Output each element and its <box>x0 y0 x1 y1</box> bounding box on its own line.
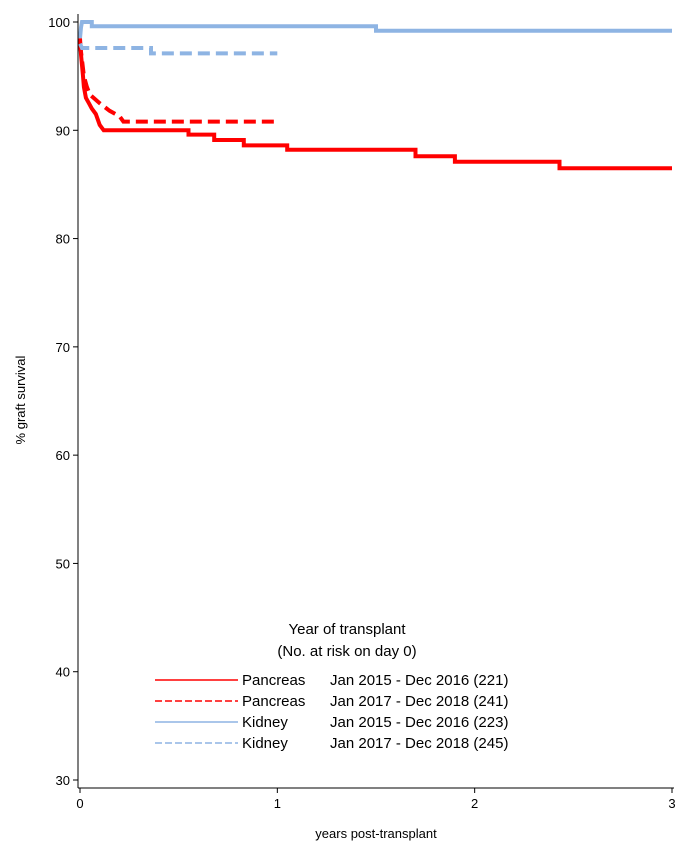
y-tick-label: 90 <box>56 123 70 138</box>
x-tick-label: 1 <box>274 796 281 811</box>
ticks: 30 40 50 60 70 80 90 100 0 1 2 3 <box>48 15 675 811</box>
y-tick-label: 50 <box>56 556 70 571</box>
legend: Year of transplant (No. at risk on day 0… <box>155 621 508 752</box>
plot-lines <box>78 20 672 171</box>
legend-entries: Pancreas Jan 2015 - Dec 2016 (221) Pancrea… <box>155 672 508 752</box>
kidney-2015-2016-line <box>78 20 672 39</box>
y-axis-title: % graft survival <box>13 355 28 444</box>
kidney-2017-2018-line <box>78 42 278 56</box>
x-tick-label: 3 <box>668 796 675 811</box>
pancreas-2017-2018-line <box>78 43 278 124</box>
y-tick-label: 40 <box>56 665 70 680</box>
y-tick-label: 100 <box>48 15 70 30</box>
legend-organ-label: Pancreas <box>242 693 305 710</box>
legend-period-label: Jan 2015 - Dec 2016 (221) <box>330 672 508 689</box>
legend-title-line2: (No. at risk on day 0) <box>277 643 416 660</box>
legend-organ-label: Kidney <box>242 714 288 731</box>
legend-organ-label: Kidney <box>242 735 288 752</box>
y-tick-label: 60 <box>56 448 70 463</box>
y-tick-label: 80 <box>56 232 70 247</box>
axes <box>77 14 674 789</box>
x-tick-label: 2 <box>471 796 478 811</box>
legend-title-line1: Year of transplant <box>288 621 406 638</box>
y-tick-label: 30 <box>56 773 70 788</box>
x-tick-label: 0 <box>76 796 83 811</box>
pancreas-2015-2016-line <box>78 38 672 171</box>
x-axis-title: years post-transplant <box>315 826 437 841</box>
legend-period-label: Jan 2017 - Dec 2018 (245) <box>330 735 508 752</box>
legend-period-label: Jan 2015 - Dec 2016 (223) <box>330 714 508 731</box>
legend-organ-label: Pancreas <box>242 672 305 689</box>
legend-period-label: Jan 2017 - Dec 2018 (241) <box>330 693 508 710</box>
y-tick-label: 70 <box>56 340 70 355</box>
